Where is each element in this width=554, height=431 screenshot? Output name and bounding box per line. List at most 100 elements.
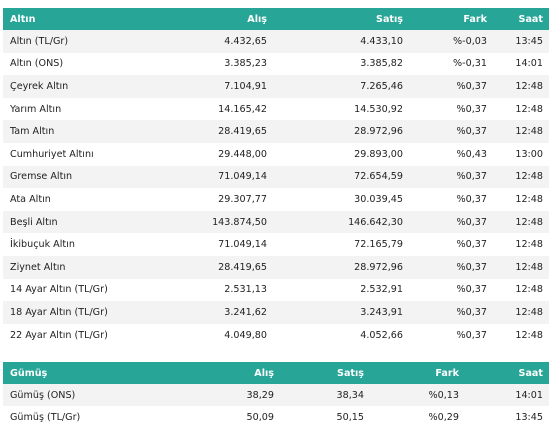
gold-cell-sell: 28.972,96 [267, 120, 403, 143]
silver-cell-diff: %0,13 [364, 384, 459, 406]
gold-cell-buy: 29.448,00 [143, 142, 267, 166]
gold-header-row: Altın Alış Satış Fark Saat [3, 8, 549, 30]
silver-cell-time: 13:45 [459, 406, 549, 428]
gold-cell-buy: 14.165,42 [143, 97, 267, 121]
gold-cell-sell: 146.642,30 [267, 210, 403, 234]
gold-cell-sell: 28.972,96 [267, 255, 403, 279]
gold-cell-sell: 29.893,00 [267, 142, 403, 166]
silver-header-time: Saat [459, 362, 549, 384]
gold-cell-sell: 4.433,10 [267, 30, 403, 53]
gold-cell-buy: 71.049,14 [143, 233, 267, 256]
gold-cell-time: 12:48 [487, 233, 549, 256]
silver-cell-sell: 50,15 [274, 406, 364, 428]
gold-table-row: Yarım Altın 14.165,42 14.530,92 %0,37 12:48 [3, 97, 549, 121]
gold-header-name: Altın [3, 8, 143, 30]
silver-price-table: Gümüş Alış Satış Fark Saat Gümüş (ONS) 38… [3, 362, 549, 428]
gold-cell-diff: %0,37 [403, 255, 487, 279]
silver-header-buy: Alış [143, 362, 274, 384]
gold-table-row: Ziynet Altın 28.419,65 28.972,96 %0,37 12:48 [3, 255, 549, 279]
gold-cell-sell: 30.039,45 [267, 188, 403, 211]
gold-table-row: Altın (ONS) 3.385,23 3.385,82 %-0,31 14:01 [3, 52, 549, 76]
gold-cell-sell: 3.385,82 [267, 52, 403, 76]
gold-cell-sell: 72.165,79 [267, 233, 403, 256]
gold-header-diff: Fark [403, 8, 487, 30]
gold-cell-name: Altın (ONS) [3, 52, 143, 76]
gold-cell-sell: 4.052,66 [267, 323, 403, 347]
gold-cell-buy: 28.419,65 [143, 255, 267, 279]
gold-cell-buy: 2.531,13 [143, 278, 267, 302]
gold-cell-time: 12:48 [487, 278, 549, 302]
gold-cell-time: 13:45 [487, 30, 549, 53]
gold-cell-buy: 4.432,65 [143, 30, 267, 53]
gold-cell-diff: %0,37 [403, 120, 487, 143]
gold-price-table: Altın Alış Satış Fark Saat Altın (TL/Gr)… [3, 8, 549, 347]
silver-header-name: Gümüş [3, 362, 143, 384]
gold-cell-sell: 7.265,46 [267, 75, 403, 98]
gold-cell-time: 12:48 [487, 120, 549, 143]
gold-cell-time: 12:48 [487, 188, 549, 211]
gold-cell-diff: %0,37 [403, 323, 487, 347]
gold-cell-diff: %0,37 [403, 165, 487, 189]
gold-cell-diff: %-0,03 [403, 30, 487, 53]
gold-cell-name: Beşli Altın [3, 210, 143, 234]
gold-cell-name: 22 Ayar Altın (TL/Gr) [3, 323, 143, 347]
gold-table-row: Gremse Altın 71.049,14 72.654,59 %0,37 12:48 [3, 165, 549, 189]
gold-cell-sell: 72.654,59 [267, 165, 403, 189]
gold-cell-time: 12:48 [487, 323, 549, 347]
gold-cell-sell: 3.243,91 [267, 301, 403, 324]
gold-cell-diff: %0,37 [403, 301, 487, 324]
silver-cell-buy: 50,09 [143, 406, 274, 428]
gold-cell-diff: %0,37 [403, 278, 487, 302]
silver-cell-time: 14:01 [459, 384, 549, 406]
gold-cell-name: 14 Ayar Altın (TL/Gr) [3, 278, 143, 302]
gold-cell-diff: %0,37 [403, 75, 487, 98]
gold-cell-buy: 7.104,91 [143, 75, 267, 98]
gold-cell-time: 12:48 [487, 97, 549, 121]
gold-table-row: Tam Altın 28.419,65 28.972,96 %0,37 12:48 [3, 120, 549, 143]
gold-table-row: 22 Ayar Altın (TL/Gr) 4.049,80 4.052,66 %0,… [3, 323, 549, 347]
gold-cell-time: 14:01 [487, 52, 549, 76]
gold-cell-time: 12:48 [487, 210, 549, 234]
gold-cell-diff: %0,37 [403, 233, 487, 256]
gold-cell-name: 18 Ayar Altın (TL/Gr) [3, 301, 143, 324]
silver-cell-name: Gümüş (ONS) [3, 384, 143, 406]
gold-cell-name: Ata Altın [3, 188, 143, 211]
gold-cell-time: 12:48 [487, 255, 549, 279]
silver-cell-buy: 38,29 [143, 384, 274, 406]
gold-cell-buy: 143.874,50 [143, 210, 267, 234]
silver-header-sell: Satış [274, 362, 364, 384]
gold-cell-name: Altın (TL/Gr) [3, 30, 143, 53]
gold-cell-diff: %-0,31 [403, 52, 487, 76]
silver-table-row: Gümüş (ONS) 38,29 38,34 %0,13 14:01 [3, 384, 549, 406]
gold-table-row: Çeyrek Altın 7.104,91 7.265,46 %0,37 12:48 [3, 75, 549, 98]
silver-table-row: Gümüş (TL/Gr) 50,09 50,15 %0,29 13:45 [3, 406, 549, 428]
silver-header-row: Gümüş Alış Satış Fark Saat [3, 362, 549, 384]
gold-header-sell: Satış [267, 8, 403, 30]
gold-table-row: İkibuçuk Altın 71.049,14 72.165,79 %0,37 12:… [3, 233, 549, 256]
gold-cell-time: 12:48 [487, 165, 549, 189]
gold-cell-name: Ziynet Altın [3, 255, 143, 279]
silver-cell-sell: 38,34 [274, 384, 364, 406]
gold-cell-sell: 2.532,91 [267, 278, 403, 302]
gold-cell-diff: %0,37 [403, 210, 487, 234]
gold-cell-name: Çeyrek Altın [3, 75, 143, 98]
gold-header-buy: Alış [143, 8, 267, 30]
gold-table-row: Cumhuriyet Altını 29.448,00 29.893,00 %0,43… [3, 142, 549, 166]
gold-cell-buy: 28.419,65 [143, 120, 267, 143]
gold-header-time: Saat [487, 8, 549, 30]
silver-cell-diff: %0,29 [364, 406, 459, 428]
silver-header-diff: Fark [364, 362, 459, 384]
gold-table-row: 18 Ayar Altın (TL/Gr) 3.241,62 3.243,91 %0,… [3, 301, 549, 324]
gold-cell-name: İkibuçuk Altın [3, 233, 143, 256]
gold-table-row: Altın (TL/Gr) 4.432,65 4.433,10 %-0,03 13:45 [3, 30, 549, 53]
gold-cell-diff: %0,43 [403, 142, 487, 166]
gold-cell-name: Tam Altın [3, 120, 143, 143]
gold-cell-time: 12:48 [487, 75, 549, 98]
gold-cell-sell: 14.530,92 [267, 97, 403, 121]
gold-cell-buy: 29.307,77 [143, 188, 267, 211]
gold-cell-buy: 3.241,62 [143, 301, 267, 324]
silver-cell-name: Gümüş (TL/Gr) [3, 406, 143, 428]
gold-cell-name: Cumhuriyet Altını [3, 142, 143, 166]
gold-cell-diff: %0,37 [403, 188, 487, 211]
gold-cell-time: 12:48 [487, 301, 549, 324]
